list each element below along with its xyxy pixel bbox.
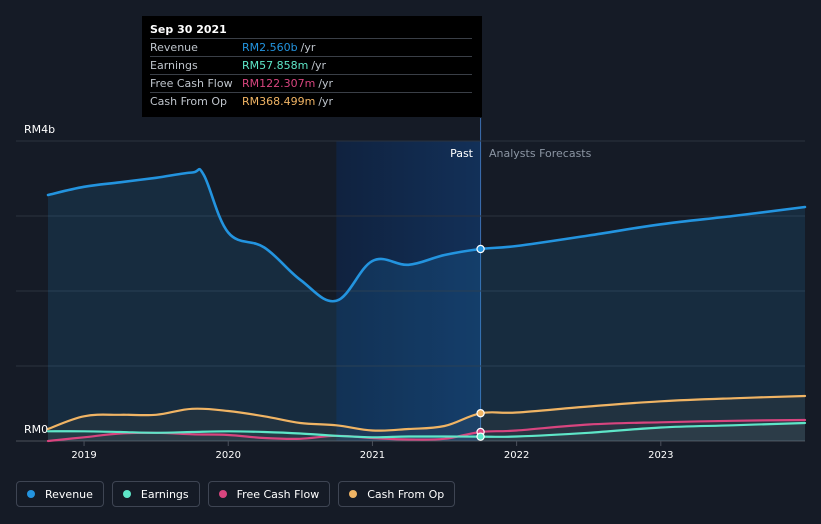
- marker-cash_from_op: [476, 409, 485, 418]
- legend-label: Earnings: [140, 487, 189, 501]
- tooltip-series-value: RM57.858m: [242, 59, 309, 72]
- x-tick-label: 2020: [216, 450, 241, 461]
- tooltip-series-unit: /yr: [300, 41, 316, 54]
- x-tick-label: 2019: [71, 450, 96, 461]
- tooltip-row: Earnings RM57.858m/yr: [150, 56, 472, 74]
- y-axis-top-label: RM4b: [24, 123, 55, 136]
- hover-tooltip: Sep 30 2021 Revenue RM2.560b/yr Earnings RM…: [142, 16, 482, 117]
- legend-label: Revenue: [45, 487, 93, 501]
- x-axis-ticks: 2019 2020 2021 2022 2023: [71, 441, 674, 461]
- tooltip-series-value: RM122.307m: [242, 77, 316, 90]
- tooltip-series-unit: /yr: [311, 59, 327, 72]
- tooltip-series-name: Free Cash Flow: [150, 77, 233, 90]
- series-line-revenue: [46, 167, 807, 303]
- legend-dot-icon: [218, 490, 227, 498]
- chart: RM4b RM0 Past Analysts Forecasts 2019 202…: [16, 118, 807, 461]
- legend-dot-icon: [349, 490, 358, 498]
- axis-labels: RM4b RM0 Past Analysts Forecasts: [24, 123, 592, 436]
- x-tick-label: 2023: [648, 450, 673, 461]
- legend-dot-icon: [122, 490, 131, 498]
- legend-label: Cash From Op: [367, 487, 445, 501]
- hover-markers: [476, 244, 485, 441]
- series-lines: [46, 167, 807, 443]
- legend-item-revenue[interactable]: Revenue: [16, 481, 104, 507]
- x-tick-label: 2021: [360, 450, 385, 461]
- legend-item-earnings[interactable]: Earnings: [111, 481, 200, 507]
- series-area-revenue: [48, 169, 805, 441]
- legend-label: Free Cash Flow: [236, 487, 320, 501]
- tooltip-series-value: RM2.560b: [242, 41, 298, 54]
- marker-revenue: [476, 244, 485, 254]
- tooltip-rows: Revenue RM2.560b/yr Earnings RM57.858m/yr Fr…: [150, 38, 474, 110]
- legend-dot-icon: [27, 490, 35, 498]
- gridlines: [16, 140, 805, 442]
- y-axis-bottom-label: RM0: [24, 423, 48, 436]
- past-label: Past: [450, 147, 474, 160]
- series-line-cash_from_op: [46, 394, 807, 432]
- tooltip-series-name: Earnings: [150, 59, 198, 72]
- tooltip-series-value: RM368.499m: [242, 95, 316, 108]
- tooltip-series-name: Cash From Op: [150, 95, 228, 108]
- tooltip-series-unit: /yr: [318, 77, 334, 90]
- tooltip-series-unit: /yr: [318, 95, 334, 108]
- tooltip-row: Revenue RM2.560b/yr: [150, 38, 472, 56]
- tooltip-series-name: Revenue: [150, 41, 198, 54]
- marker-earnings: [476, 432, 485, 441]
- legend-item-cash-from-op[interactable]: Cash From Op: [338, 481, 456, 507]
- legend: Revenue Earnings Free Cash Flow Cash From O…: [16, 481, 456, 507]
- tooltip-row: Free Cash Flow RM122.307m/yr: [150, 74, 472, 92]
- series-line-earnings: [46, 421, 807, 439]
- tooltip-date: Sep 30 2021: [150, 23, 227, 36]
- forecast-label: Analysts Forecasts: [489, 147, 592, 160]
- x-tick-label: 2022: [504, 450, 529, 461]
- tooltip-row: Cash From Op RM368.499m/yr: [150, 92, 472, 110]
- legend-item-free-cash-flow[interactable]: Free Cash Flow: [207, 481, 331, 507]
